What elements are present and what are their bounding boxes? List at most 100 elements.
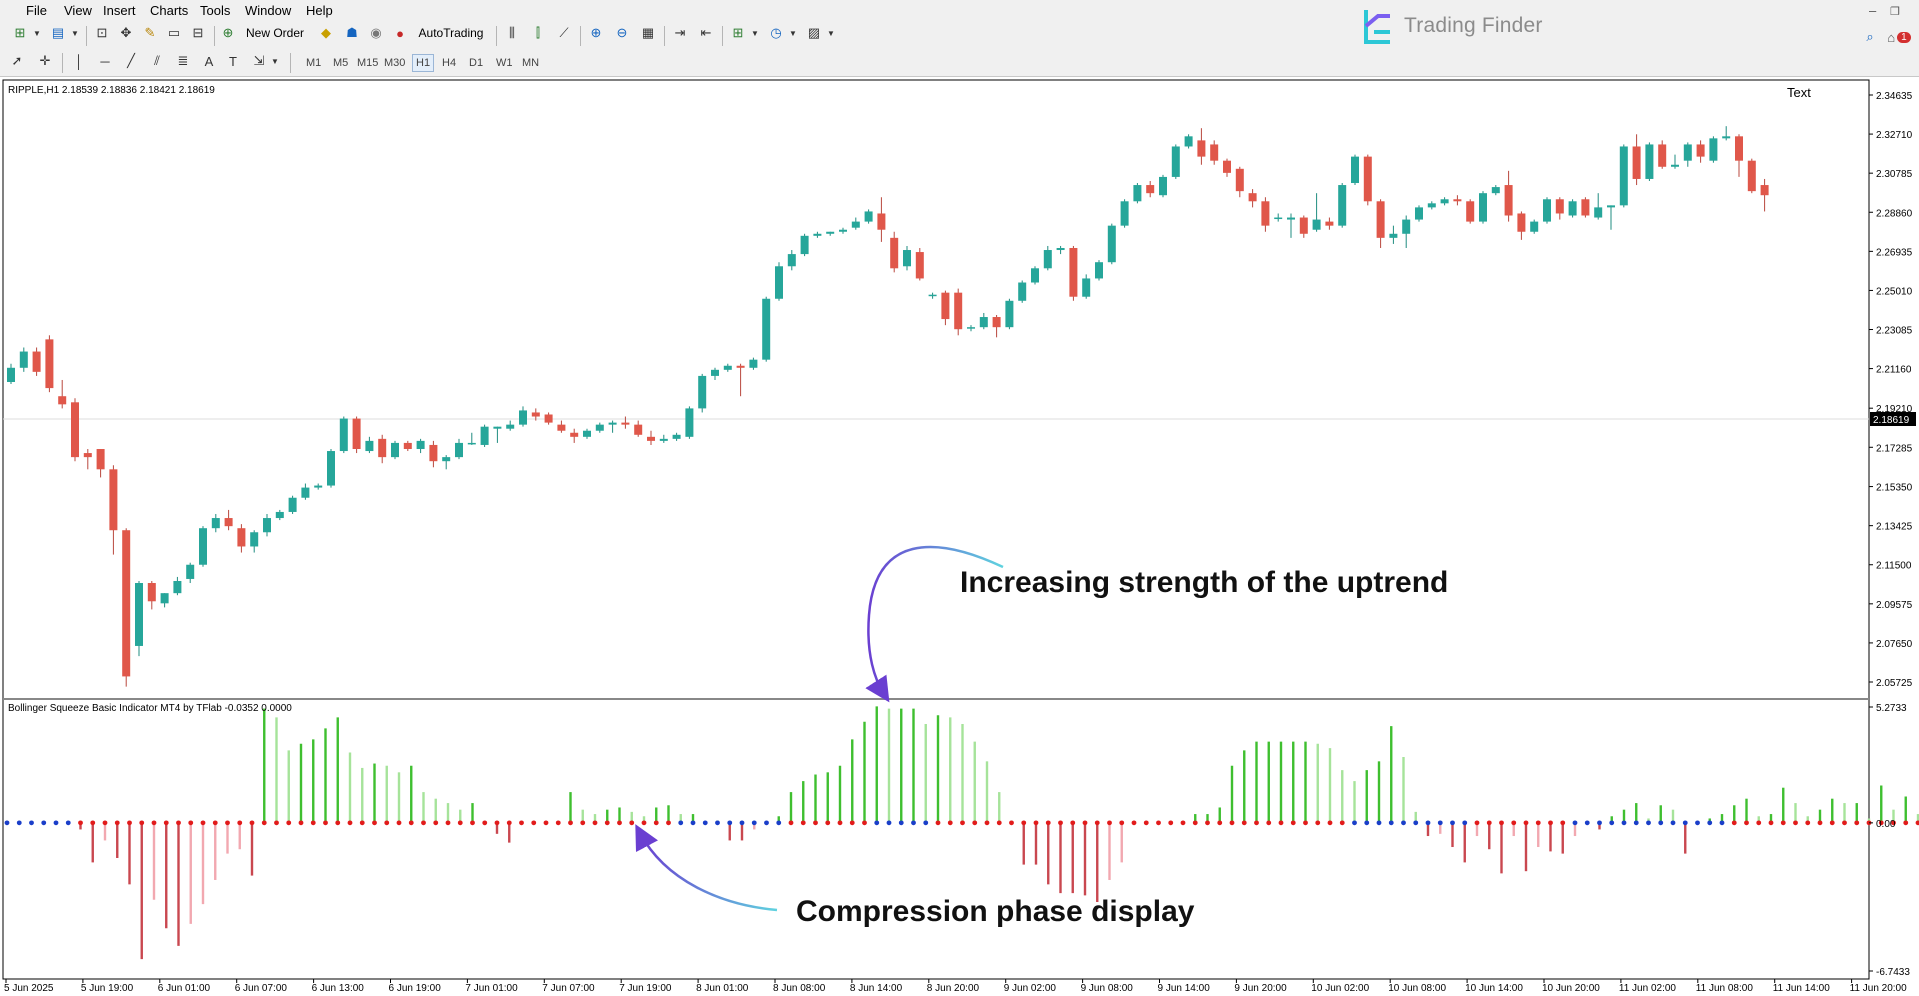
candle: [608, 420, 617, 433]
candle: [263, 513, 271, 537]
market-watch-icon[interactable]: ⊡: [96, 25, 108, 40]
chevron-down-icon[interactable]: ▼: [789, 28, 797, 38]
candle: [19, 347, 28, 372]
time-tick-label: 10 Jun 20:00: [1542, 983, 1600, 994]
timeframe-m5[interactable]: M5: [333, 57, 349, 69]
new-order-button[interactable]: New Order: [245, 26, 304, 40]
metaeditor-icon[interactable]: ◆: [321, 25, 331, 40]
squeeze-dot: [41, 820, 47, 826]
restore-icon[interactable]: ❐: [1890, 6, 1900, 18]
candlestick-icon[interactable]: ⫿: [535, 25, 541, 40]
time-tick-label: 5 Jun 19:00: [81, 983, 134, 994]
bar-chart-icon[interactable]: ⫼: [509, 25, 515, 40]
squeeze-dot: [396, 820, 402, 826]
menu-file[interactable]: File: [26, 3, 47, 18]
zoom-in-icon[interactable]: ⊕: [590, 25, 602, 40]
chevron-down-icon[interactable]: ▼: [33, 28, 41, 38]
zoom-out-icon[interactable]: ⊖: [616, 25, 628, 40]
profiles-icon[interactable]: ▤: [51, 25, 65, 40]
data-window-icon[interactable]: ✎: [144, 25, 156, 40]
menu-charts[interactable]: Charts: [150, 3, 189, 18]
menu-window[interactable]: Window: [245, 3, 292, 18]
drawing-toolbar: ➚ ✛ │ ─ ╱ ⫽ ≣ A T ⇲ ▼ M1 M5 M15 M30 H1 H…: [0, 50, 1919, 77]
menu-tools[interactable]: Tools: [200, 3, 231, 18]
squeeze-dot: [16, 820, 22, 826]
minimize-icon[interactable]: –: [1869, 3, 1877, 18]
autotrading-icon[interactable]: ●: [396, 25, 404, 41]
candle: [378, 434, 387, 464]
chart-shift-icon[interactable]: ⇤: [700, 25, 712, 40]
tile-windows-icon[interactable]: ▦: [641, 25, 655, 40]
squeeze-dot: [384, 820, 390, 826]
squeeze-dot: [421, 820, 426, 826]
candle: [135, 580, 143, 657]
autotrading-button[interactable]: AutoTrading: [418, 26, 484, 40]
price-tick-label: 2.25010: [1876, 286, 1913, 297]
cursor-icon[interactable]: ➚: [11, 53, 23, 68]
candle: [941, 290, 950, 326]
menu-view[interactable]: View: [64, 3, 92, 18]
menu-insert[interactable]: Insert: [103, 3, 136, 18]
squeeze-dot: [1572, 820, 1578, 826]
squeeze-dot: [4, 820, 10, 826]
trendline-icon[interactable]: ╱: [127, 53, 135, 68]
indicators-icon[interactable]: ⊞: [732, 25, 744, 40]
candle: [1107, 223, 1116, 265]
squeeze-dot: [617, 820, 622, 826]
text-icon[interactable]: A: [204, 53, 214, 69]
crosshair-icon[interactable]: ✛: [39, 53, 51, 68]
chevron-down-icon[interactable]: ▼: [71, 28, 79, 38]
navigator-icon[interactable]: ✥: [120, 25, 132, 40]
notifications-icon[interactable]: ⌂ 1: [1884, 26, 1914, 48]
terminal-icon[interactable]: ▭: [167, 25, 181, 40]
squeeze-dot: [800, 820, 806, 826]
squeeze-dot: [1744, 820, 1749, 826]
text-label-icon[interactable]: T: [229, 53, 237, 69]
squeeze-dot: [151, 820, 157, 826]
timeframe-m1[interactable]: M1: [306, 57, 322, 69]
candle: [672, 432, 681, 441]
line-chart-icon[interactable]: ⟋: [559, 25, 569, 40]
strategy-tester-icon[interactable]: ⊟: [192, 25, 204, 40]
candle: [1018, 280, 1027, 303]
experts-icon[interactable]: ☗: [346, 25, 358, 40]
time-tick-label: 6 Jun 07:00: [235, 983, 288, 994]
templates-icon[interactable]: ▨: [807, 25, 821, 40]
chevron-down-icon[interactable]: ▼: [751, 28, 759, 38]
fibonacci-icon[interactable]: ≣: [177, 53, 189, 68]
timeframe-h1[interactable]: H1: [412, 54, 435, 72]
timeframe-m30[interactable]: M30: [384, 57, 406, 69]
timeframe-m15[interactable]: M15: [357, 57, 379, 69]
timeframe-d1[interactable]: D1: [469, 57, 484, 69]
horizontal-line-icon[interactable]: ─: [100, 53, 110, 69]
periods-icon[interactable]: ◷: [770, 25, 782, 40]
squeeze-dot: [1205, 820, 1210, 826]
chevron-down-icon[interactable]: ▼: [271, 56, 279, 66]
new-order-icon[interactable]: ⊕: [222, 25, 234, 40]
timeframe-h4[interactable]: H4: [442, 57, 457, 69]
arrows-icon[interactable]: ⇲: [253, 53, 265, 68]
channel-icon[interactable]: ⫽: [154, 53, 160, 68]
squeeze-dot: [1143, 820, 1149, 826]
auto-scroll-icon[interactable]: ⇥: [674, 25, 686, 40]
squeeze-dot: [1339, 820, 1345, 826]
timeframe-mn[interactable]: MN: [522, 57, 540, 69]
indicator-header: Bollinger Squeeze Basic Indicator MT4 by…: [8, 703, 292, 714]
candle: [1005, 298, 1014, 330]
time-tick-label: 10 Jun 14:00: [1465, 983, 1523, 994]
signals-icon[interactable]: ◉: [370, 25, 382, 40]
price-tick-label: 2.19210: [1876, 404, 1913, 415]
squeeze-dot: [923, 820, 929, 826]
timeframe-w1[interactable]: W1: [496, 57, 513, 69]
search-icon[interactable]: ⌕: [1866, 29, 1874, 44]
candle: [1261, 197, 1270, 232]
text-label[interactable]: Text: [1787, 85, 1811, 100]
chevron-down-icon[interactable]: ▼: [827, 28, 835, 38]
time-tick-label: 10 Jun 02:00: [1311, 983, 1369, 994]
menu-help[interactable]: Help: [306, 3, 333, 18]
new-chart-icon[interactable]: ⊞: [14, 25, 26, 40]
oscillator-axis: 5.2733 0.00 -6.7433: [1869, 703, 1910, 978]
vertical-line-icon[interactable]: │: [74, 53, 84, 69]
annotation-arrow-compression: [635, 824, 778, 912]
